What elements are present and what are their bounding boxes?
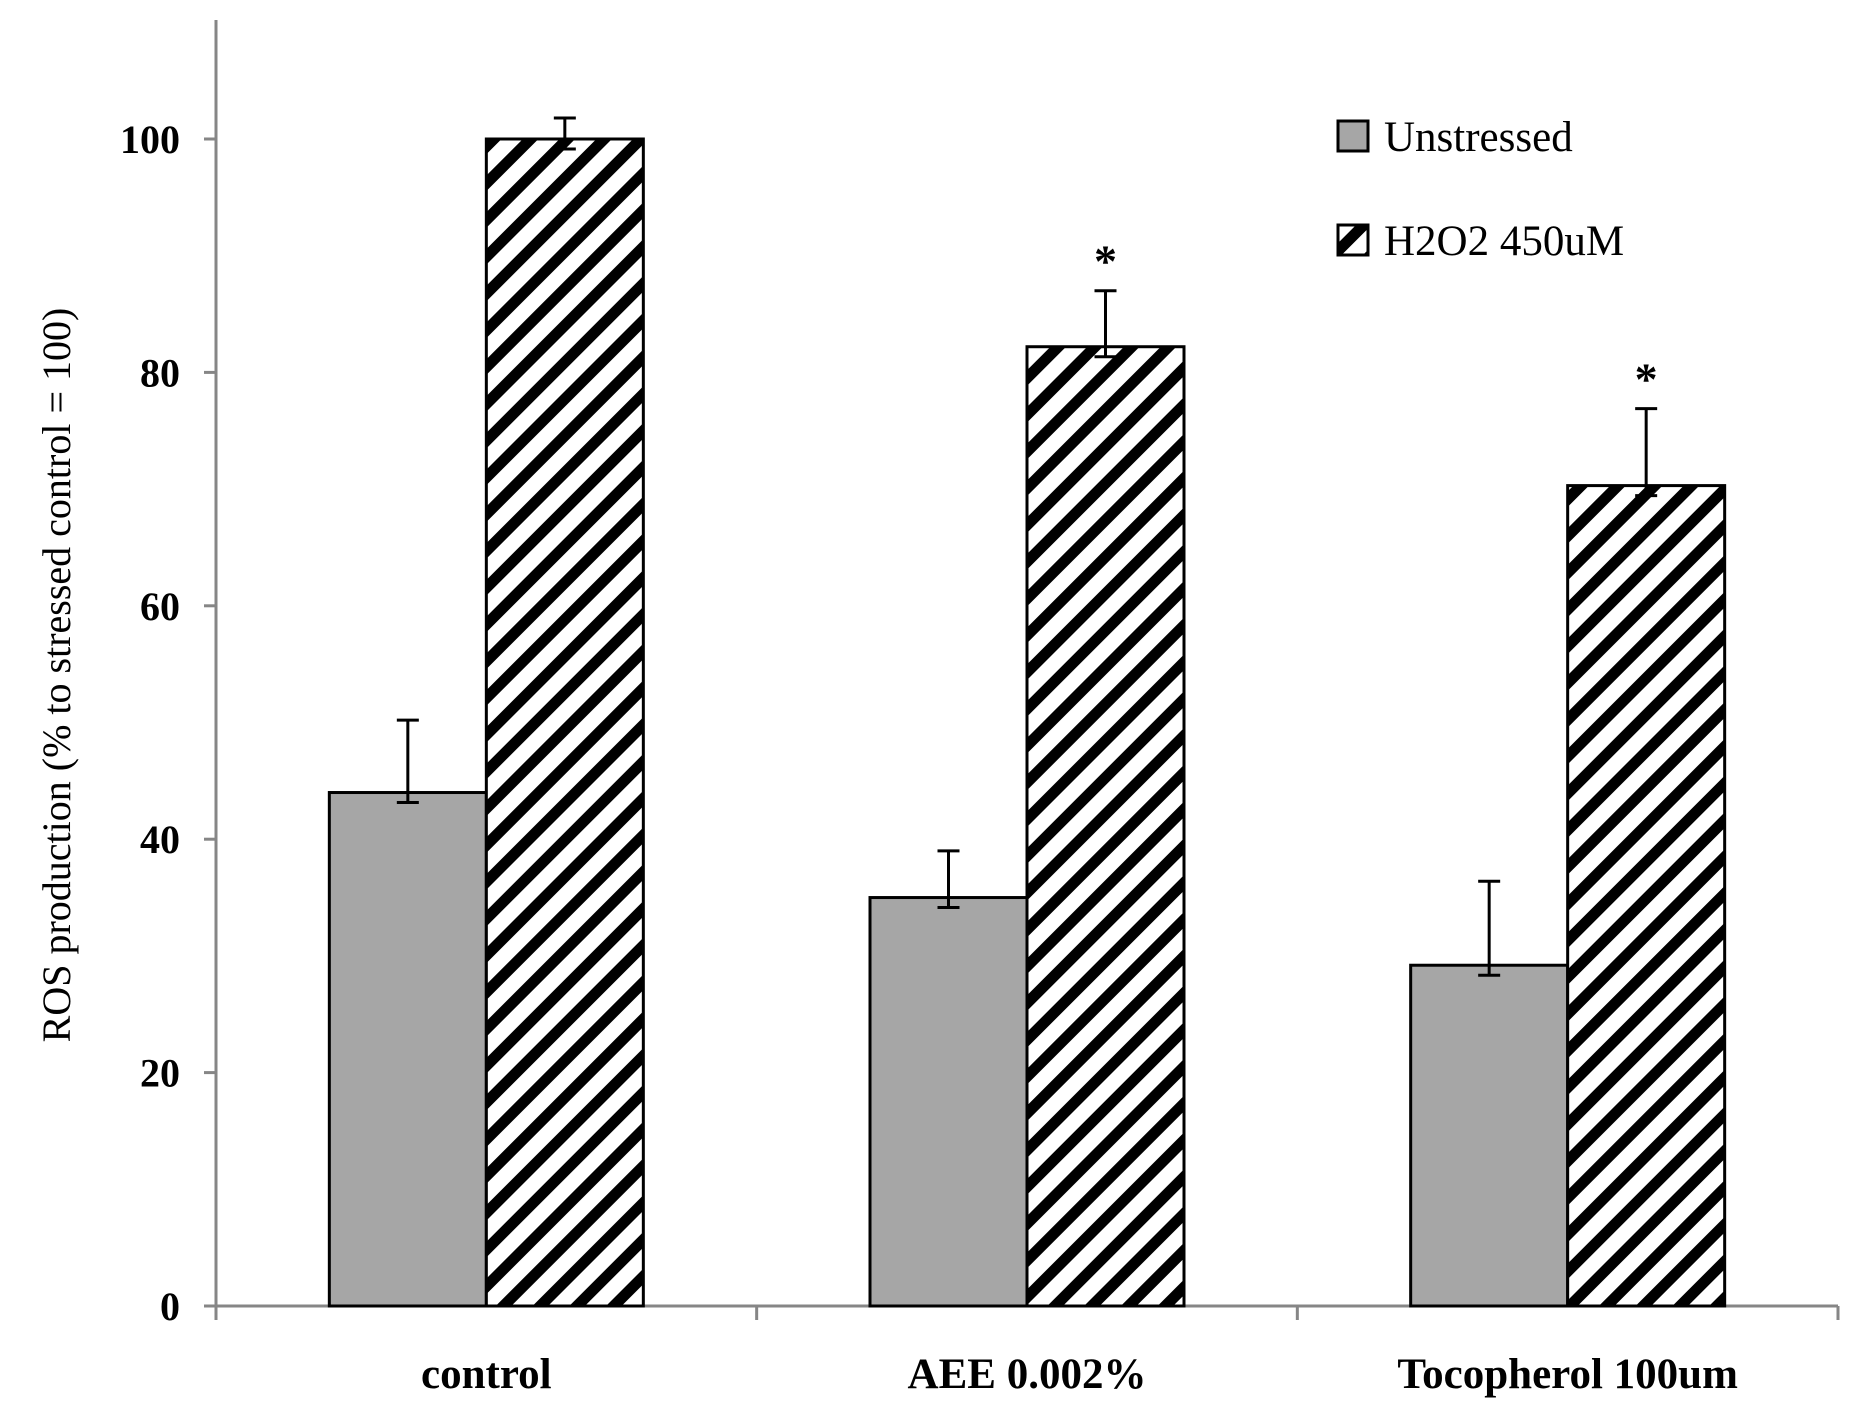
significance-marker: * <box>1635 354 1658 405</box>
annotations: ** <box>1094 236 1658 405</box>
y-tick-label: 80 <box>140 350 180 395</box>
significance-marker: * <box>1094 236 1117 287</box>
bar-h2o2 <box>484 137 645 1308</box>
bar-unstressed <box>868 896 1029 1308</box>
error-bars <box>396 116 1658 977</box>
y-tick-label: 40 <box>140 817 180 862</box>
y-tick-label: 0 <box>160 1284 180 1329</box>
x-tick-label: control <box>421 1351 552 1398</box>
legend-swatch-unstressed <box>1336 119 1370 153</box>
bars <box>327 137 1727 1308</box>
bar-h2o2 <box>1025 345 1186 1308</box>
x-tick-label: AEE 0.002% <box>908 1351 1147 1398</box>
axes: 0 20 40 60 80 100 control AEE 0.002% Tocopherol … <box>34 20 1840 1398</box>
bar-h2o2 <box>1566 484 1727 1308</box>
legend-swatch-h2o2 <box>1336 223 1370 257</box>
legend: Unstressed H2O2 450uM <box>1336 114 1624 265</box>
x-tick-label: Tocopherol 100um <box>1397 1351 1738 1398</box>
bar-unstressed <box>1409 963 1570 1308</box>
legend-label-h2o2: H2O2 450uM <box>1384 218 1624 265</box>
y-tick-label: 20 <box>140 1051 180 1096</box>
legend-label-unstressed: Unstressed <box>1384 114 1573 161</box>
y-axis-title: ROS production (% to stressed control = … <box>34 308 79 1043</box>
y-tick-label: 60 <box>140 584 180 629</box>
y-tick-label: 100 <box>120 117 180 162</box>
bar-unstressed <box>327 791 488 1308</box>
